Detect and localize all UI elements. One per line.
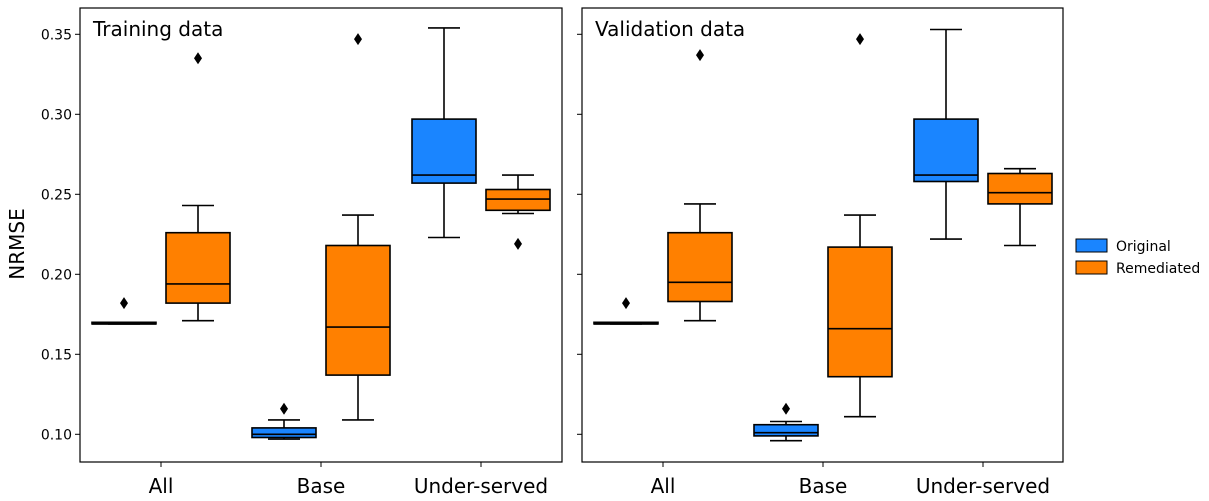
plot-layer: Training data 0.10 0.15 0.20 0.25 0.30 0.35 All… xyxy=(41,7,1064,498)
box-remediated-base xyxy=(827,33,893,418)
box-iqr xyxy=(987,172,1053,205)
panel-frame xyxy=(79,7,563,463)
outlier-point xyxy=(696,49,704,62)
panel-title: Validation data xyxy=(595,17,745,41)
box-original-under-served xyxy=(913,28,979,240)
y-tick-label: 0.20 xyxy=(41,267,72,283)
box-iqr xyxy=(913,118,979,183)
box-iqr xyxy=(325,244,391,376)
legend: Original Remediated xyxy=(1075,238,1200,277)
outlier-point xyxy=(194,52,202,65)
panel-2: Validation data All Base Under-served xyxy=(577,7,1064,498)
legend-label-remediated: Remediated xyxy=(1116,261,1200,277)
y-tick-label: 0.10 xyxy=(41,427,72,443)
box-remediated-under-served xyxy=(485,174,551,250)
box-original-base xyxy=(251,402,317,440)
y-tick-label: 0.35 xyxy=(41,27,72,43)
box-iqr xyxy=(827,246,893,378)
y-tick-label: 0.30 xyxy=(41,107,72,123)
box-remediated-base xyxy=(325,33,391,421)
outlier-point xyxy=(354,33,362,46)
y-axis-label: NRMSE xyxy=(5,208,29,279)
legend-swatch-original xyxy=(1075,238,1108,253)
y-tick-label: 0.25 xyxy=(41,187,72,203)
panel-1: Training data 0.10 0.15 0.20 0.25 0.30 0.35 All… xyxy=(41,7,563,498)
legend-label-original: Original xyxy=(1116,239,1171,255)
box-original-base xyxy=(753,402,819,442)
box-remediated-all xyxy=(165,52,231,322)
box-iqr xyxy=(251,427,317,439)
x-tick-label: Base xyxy=(297,474,346,498)
box-original-all xyxy=(91,297,157,325)
outlier-point xyxy=(514,237,522,250)
y-tick-label: 0.15 xyxy=(41,347,72,363)
outlier-point xyxy=(622,297,630,310)
legend-swatch-remediated xyxy=(1075,260,1108,275)
box-remediated-all xyxy=(667,49,733,322)
outlier-point xyxy=(782,402,790,415)
box-iqr xyxy=(667,231,733,303)
box-remediated-under-served xyxy=(987,167,1053,247)
outlier-point xyxy=(280,402,288,415)
box-original-under-served xyxy=(411,27,477,239)
panel-frame xyxy=(581,7,1064,463)
x-tick-label: Under-served xyxy=(414,474,548,498)
box-iqr xyxy=(165,231,231,304)
outlier-point xyxy=(120,297,128,310)
outlier-point xyxy=(856,33,864,46)
x-tick-label: All xyxy=(149,474,174,498)
box-original-all xyxy=(593,297,659,325)
x-tick-label: Under-served xyxy=(916,474,1050,498)
x-tick-label: Base xyxy=(799,474,848,498)
x-tick-label: All xyxy=(651,474,676,498)
panel-title: Training data xyxy=(92,17,223,41)
box-iqr xyxy=(753,423,819,437)
box-iqr xyxy=(411,118,477,184)
